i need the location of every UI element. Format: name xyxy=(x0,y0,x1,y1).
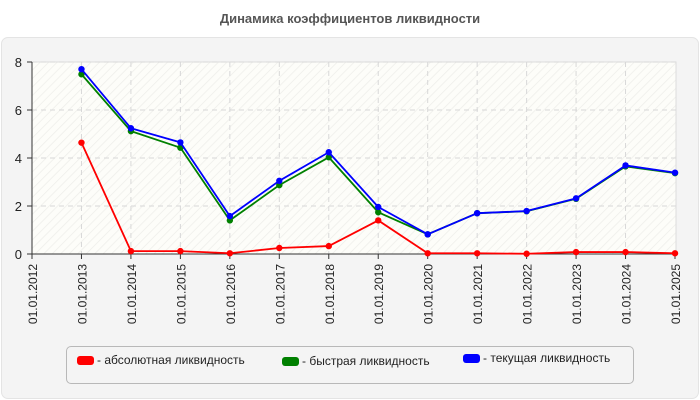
svg-text:01.01.2014: 01.01.2014 xyxy=(125,264,139,324)
svg-text:6: 6 xyxy=(15,103,22,118)
plot-area xyxy=(31,61,677,255)
legend-swatch-red xyxy=(77,355,94,365)
legend-item-quick: - быстрая ликвидность xyxy=(282,354,430,368)
legend-swatch-green xyxy=(282,356,299,366)
svg-text:01.01.2022: 01.01.2022 xyxy=(521,264,535,324)
svg-text:0: 0 xyxy=(15,247,22,262)
svg-text:2: 2 xyxy=(15,199,22,214)
svg-text:01.01.2025: 01.01.2025 xyxy=(669,264,683,324)
svg-text:4: 4 xyxy=(15,151,22,166)
svg-text:01.01.2020: 01.01.2020 xyxy=(422,264,436,324)
axis-labels: 0 2 4 6 8 01.01.2012 01.01.2013 01.01.2014 01.01… xyxy=(15,55,683,324)
svg-text:01.01.2017: 01.01.2017 xyxy=(273,264,287,324)
legend: - абсолютная ликвидность - быстрая ликви… xyxy=(66,346,634,384)
grid-lines xyxy=(32,61,676,254)
svg-text:01.01.2023: 01.01.2023 xyxy=(570,264,584,324)
svg-text:01.01.2013: 01.01.2013 xyxy=(75,264,89,324)
svg-text:8: 8 xyxy=(15,55,22,70)
legend-label: - абсолютная ликвидность xyxy=(97,353,245,367)
axes xyxy=(27,61,676,259)
chart-title: Динамика коэффициентов ликвидности xyxy=(219,11,481,26)
legend-label: - быстрая ликвидность xyxy=(302,354,430,368)
svg-text:01.01.2018: 01.01.2018 xyxy=(323,264,337,324)
svg-text:01.01.2019: 01.01.2019 xyxy=(372,264,386,324)
svg-text:01.01.2016: 01.01.2016 xyxy=(224,264,238,324)
legend-item-absolute: - абсолютная ликвидность xyxy=(77,353,245,367)
svg-text:01.01.2021: 01.01.2021 xyxy=(471,264,485,324)
data-series xyxy=(78,66,679,257)
legend-swatch-blue xyxy=(463,353,480,363)
svg-text:01.01.2015: 01.01.2015 xyxy=(174,264,188,324)
legend-label: - текущая ликвидность xyxy=(483,351,611,365)
svg-text:01.01.2012: 01.01.2012 xyxy=(26,264,40,324)
legend-item-current: - текущая ликвидность xyxy=(463,351,610,365)
svg-text:01.01.2024: 01.01.2024 xyxy=(620,264,634,324)
